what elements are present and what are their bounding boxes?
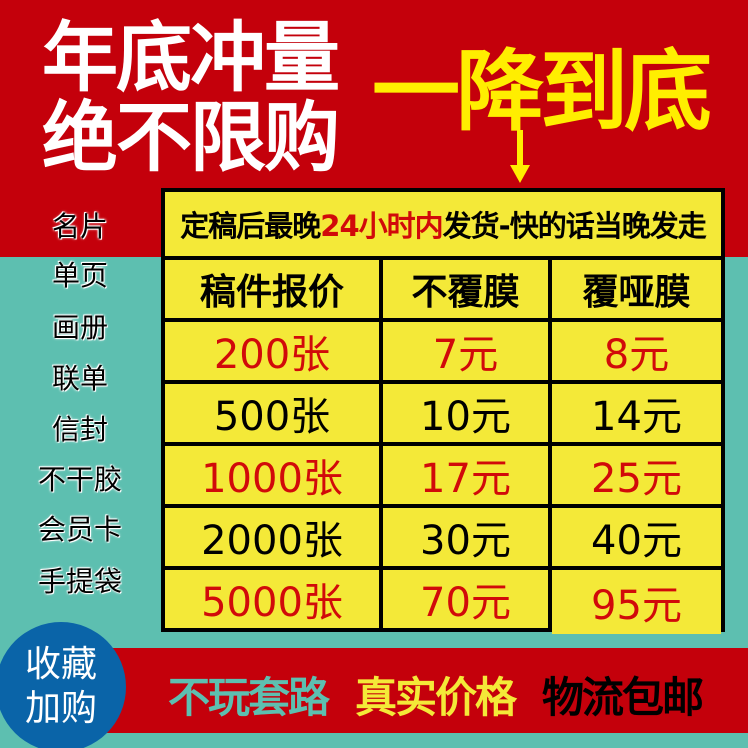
- quantity-cell: 2000张: [165, 508, 379, 566]
- promo-text: 一降到底: [372, 40, 712, 143]
- arrow-head-icon: [510, 165, 530, 183]
- quantity-cell: 5000张: [165, 570, 379, 628]
- footer-tag-free-shipping: 物流包邮: [542, 673, 704, 722]
- title-post: 发货-快的话当晚发走: [442, 209, 707, 243]
- category-label: 画册: [51, 311, 108, 344]
- badge-line2: 加购: [24, 688, 97, 729]
- column-header: 覆哑膜: [552, 260, 721, 318]
- category-label: 联单: [51, 362, 108, 395]
- badge-line1: 收藏: [24, 644, 97, 685]
- headline-line1: 年底冲量: [42, 13, 340, 102]
- category-label: 名片: [51, 210, 108, 243]
- column-header: 不覆膜: [383, 260, 548, 318]
- price-no-lamination: 30元: [383, 508, 548, 566]
- quantity-cell: 1000张: [165, 446, 379, 504]
- arrow-down-icon: [517, 130, 523, 170]
- category-label: 单页: [51, 259, 108, 292]
- price-matte-lamination: 95元: [552, 570, 721, 634]
- category-label: 不干胶: [37, 463, 122, 496]
- price-matte-lamination: 40元: [552, 508, 721, 566]
- price-matte-lamination: 14元: [552, 384, 721, 442]
- quantity-cell: 200张: [165, 322, 379, 380]
- price-no-lamination: 7元: [383, 322, 548, 380]
- price-no-lamination: 70元: [383, 570, 548, 628]
- category-label: 会员卡: [37, 513, 122, 546]
- footer-tag-real-price: 真实价格: [355, 673, 517, 722]
- title-highlight: 24小时内: [320, 209, 443, 243]
- price-no-lamination: 17元: [383, 446, 548, 504]
- headline-line2: 绝不限购: [42, 93, 340, 182]
- price-no-lamination: 10元: [383, 384, 548, 442]
- quantity-cell: 500张: [165, 384, 379, 442]
- column-header: 稿件报价: [165, 260, 379, 318]
- title-pre: 定稿后最晚: [180, 209, 321, 243]
- table-title: 定稿后最晚 24小时内 发货-快的话当晚发走: [165, 192, 721, 256]
- price-matte-lamination: 25元: [552, 446, 721, 504]
- favorite-add-cart-button[interactable]: 收藏 加购: [0, 622, 126, 748]
- price-table: 定稿后最晚 24小时内 发货-快的话当晚发走 稿件报价 不覆膜 覆哑膜 200张 7元 8元 5…: [161, 188, 725, 634]
- footer-tag-no-tricks: 不玩套路: [168, 673, 330, 722]
- category-label: 信封: [51, 413, 108, 446]
- footer-band: [100, 648, 748, 733]
- price-matte-lamination: 8元: [552, 322, 721, 380]
- category-label: 手提袋: [37, 565, 122, 598]
